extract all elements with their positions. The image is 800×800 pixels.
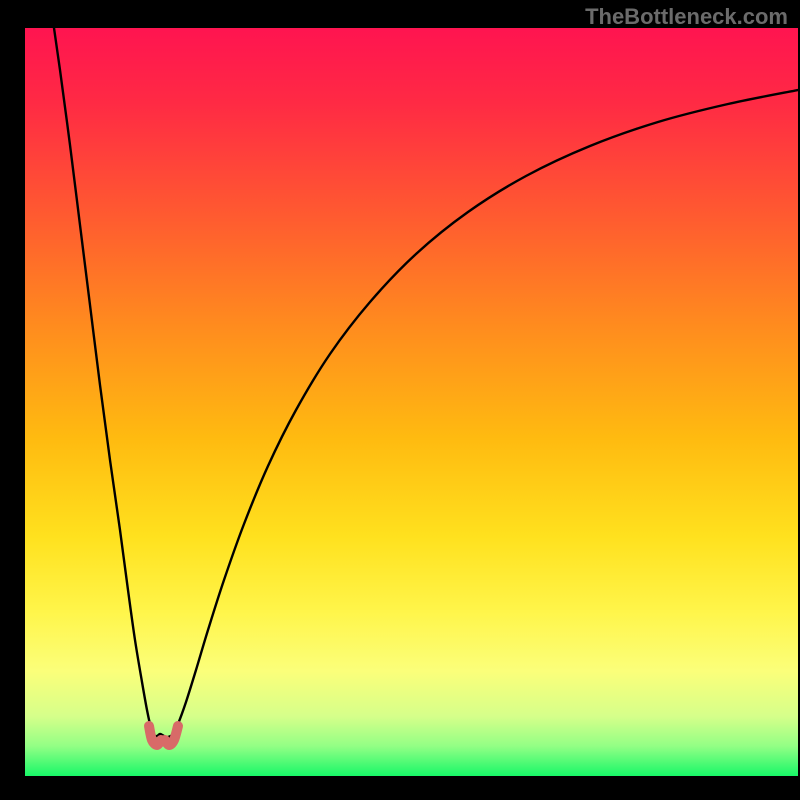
plot-area (25, 28, 798, 776)
main-curve (54, 28, 798, 737)
attribution-label: TheBottleneck.com (585, 4, 788, 30)
chart-container: TheBottleneck.com (0, 0, 800, 800)
curve-layer (25, 28, 798, 776)
bottom-marker-0 (149, 726, 161, 745)
bottom-marker-1 (165, 726, 178, 745)
